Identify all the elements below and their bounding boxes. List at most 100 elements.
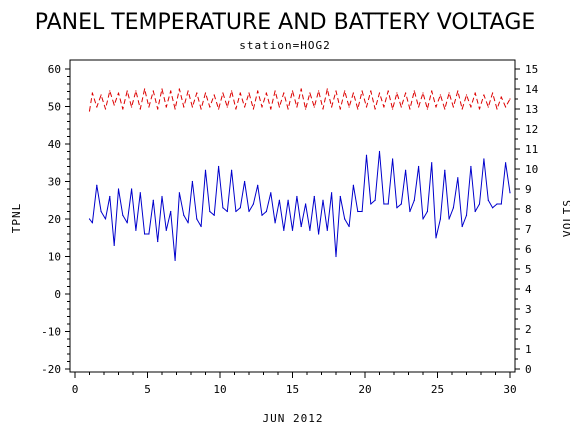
data-point-tpnl [465,214,468,216]
data-point-volts [248,92,250,94]
data-point-volts [378,92,381,94]
data-point-volts [387,90,389,92]
data-point-tpnl [226,210,228,213]
data-point-tpnl [448,218,450,220]
data-point-volts [191,106,193,108]
data-point-tpnl [396,207,398,209]
data-point-tpnl [204,169,207,171]
data-point-volts [109,90,111,92]
data-point-tpnl [139,192,141,194]
x-tick-label: 0 [72,383,79,396]
data-point-volts [400,106,402,108]
data-point-tpnl [91,222,93,224]
data-point-volts [357,108,359,110]
data-point-volts [470,106,472,108]
data-point-tpnl [213,214,215,216]
right-tick-label: 1 [525,343,532,356]
data-point-volts [131,106,133,108]
data-point-volts [200,108,202,110]
left-axis: -20 -10 0 10 20 30 40 50 60 [41,63,70,376]
data-point-volts [509,98,511,100]
data-point-tpnl [405,169,407,171]
right-tick-label: 0 [525,363,532,376]
data-point-volts [104,108,107,110]
data-point-volts [431,90,433,92]
right-tick-label: 5 [525,263,532,276]
x-tick-label: 15 [286,383,299,396]
data-point-tpnl [392,158,394,160]
data-point-tpnl [122,214,124,216]
data-point-tpnl [492,207,494,209]
data-point-volts [135,90,137,92]
data-point-tpnl [88,218,91,220]
right-tick-label: 9 [525,183,532,196]
data-point-volts [313,106,315,108]
data-point-volts [452,106,454,108]
data-point-tpnl [326,229,328,231]
data-point-volts [352,92,354,94]
data-point-tpnl [344,218,346,220]
data-point-volts [261,106,263,108]
right-tick-label: 14 [525,83,539,96]
series-layer [88,88,511,261]
data-point-volts [117,92,120,94]
left-tick-label: 20 [48,213,61,226]
data-point-volts [305,108,307,110]
data-point-tpnl [174,259,176,261]
data-point-tpnl [183,214,185,216]
right-tick-label: 13 [525,103,538,116]
right-tick-label: 10 [525,163,538,176]
data-point-volts [265,92,267,94]
data-point-tpnl [461,225,463,228]
data-point-tpnl [305,203,307,205]
data-point-volts [296,106,298,108]
data-point-tpnl [187,222,189,224]
data-point-tpnl [496,203,498,205]
data-point-tpnl [200,225,202,228]
data-point-tpnl [413,199,415,201]
data-point-volts [178,88,180,90]
data-point-tpnl [509,192,511,194]
x-axis: 0 5 10 15 20 25 30 [72,372,517,396]
data-point-volts [174,108,176,110]
data-point-volts [209,106,211,108]
data-point-tpnl [165,229,167,231]
data-point-tpnl [231,169,233,171]
data-point-tpnl [444,169,446,171]
data-point-tpnl [439,218,441,220]
series-line-tpnl [89,151,511,261]
data-point-tpnl [135,229,137,231]
data-point-volts [483,94,485,96]
data-point-tpnl [331,192,333,194]
data-point-volts [222,92,224,94]
data-point-volts [465,94,468,96]
right-tick-label: 2 [525,323,532,336]
data-point-volts [478,108,481,110]
data-point-tpnl [261,214,263,216]
data-point-volts [422,92,424,94]
right-tick-label: 11 [525,143,538,156]
data-point-tpnl [248,210,250,213]
data-point-tpnl [335,255,337,258]
data-point-volts [196,92,198,94]
data-point-tpnl [209,210,211,213]
right-axis-label: VOLTS [561,199,570,237]
data-point-tpnl [357,210,359,213]
data-point-tpnl [387,203,389,205]
right-tick-label: 8 [525,203,532,216]
left-tick-label: -10 [41,326,61,339]
data-point-tpnl [178,192,180,194]
data-point-tpnl [309,229,311,231]
data-point-volts [413,90,415,92]
data-point-volts [157,108,159,110]
data-point-tpnl [196,218,198,220]
data-point-tpnl [96,184,98,186]
series-line-volts [89,88,511,112]
data-point-tpnl [252,203,254,205]
data-point-tpnl [418,165,420,168]
right-tick-label: 15 [525,63,538,76]
data-point-tpnl [278,199,280,201]
data-point-volts [300,88,302,90]
data-point-tpnl [348,225,350,228]
